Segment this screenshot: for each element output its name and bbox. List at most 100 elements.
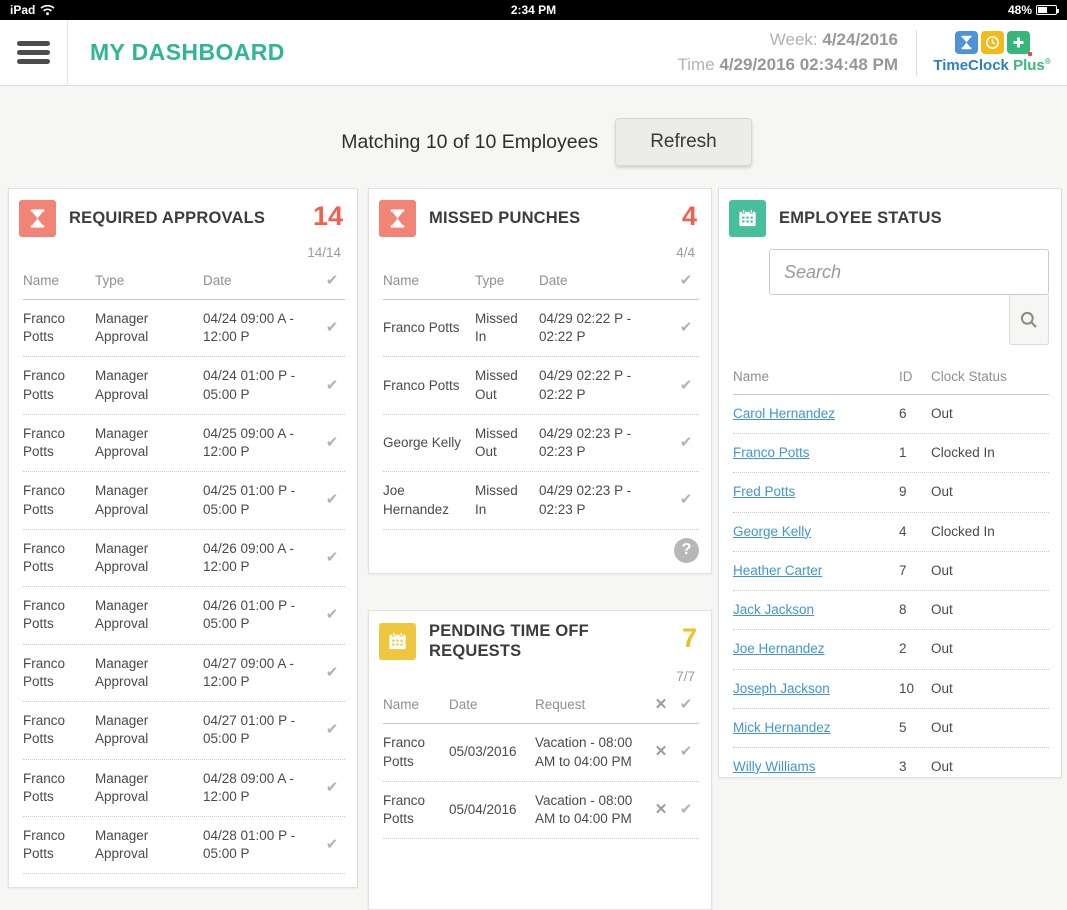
approve-icon[interactable]: ✔: [679, 376, 693, 394]
employee-name: Franco Potts: [23, 827, 66, 862]
employee-name: Franco Potts: [23, 311, 66, 345]
required-approvals-subcount: 14/14: [307, 245, 341, 260]
approve-icon[interactable]: ✔: [325, 836, 339, 854]
approve-icon[interactable]: ✔: [679, 743, 693, 761]
employee-id: 3: [899, 758, 907, 774]
approve-all-icon[interactable]: ✔: [325, 272, 339, 289]
punch-type: Missed Out: [475, 425, 518, 460]
missed-punch-row: Franco Potts Missed In 04/29 02:22 P - 0…: [383, 300, 699, 358]
employee-search-input[interactable]: [769, 249, 1049, 295]
wifi-icon: [40, 4, 55, 16]
approve-icon[interactable]: ✔: [679, 800, 693, 818]
hamburger-menu-button[interactable]: [0, 20, 68, 85]
approve-icon[interactable]: ✔: [325, 319, 339, 337]
approve-icon[interactable]: ✔: [325, 491, 339, 509]
required-approvals-list: Franco Potts Manager Approval 04/24 09:0…: [23, 300, 345, 875]
search-button[interactable]: [1009, 295, 1049, 345]
employee-name-link[interactable]: Heather Carter: [733, 562, 823, 578]
approval-date: 04/27 01:00 P - 05:00 P: [203, 713, 296, 747]
deny-all-icon[interactable]: ✕: [654, 696, 668, 714]
clock-status: Out: [931, 758, 953, 774]
approval-date: 04/27 09:00 A - 12:00 P: [203, 655, 294, 689]
employee-name: Franco Potts: [23, 483, 66, 517]
table-header: Name Type Date ✔: [383, 263, 699, 300]
approval-date: 04/25 01:00 P - 05:00 P: [203, 483, 296, 517]
logo-wordmark: TimeClock Plus®: [933, 57, 1051, 74]
ios-status-bar: 2:34 PM iPad 48%: [0, 0, 1067, 20]
approval-date: 04/25 09:00 A - 12:00 P: [203, 425, 294, 460]
approve-icon[interactable]: ✔: [679, 491, 693, 509]
approve-icon[interactable]: ✔: [325, 433, 339, 451]
employee-status-row: Heather Carter 7 Out: [733, 552, 1049, 592]
employee-status-row: Franco Potts 1 Clocked In: [733, 434, 1049, 474]
matching-employees-text: Matching 10 of 10 Employees: [341, 130, 599, 153]
approval-row: Franco Potts Manager Approval 04/27 01:0…: [23, 702, 345, 760]
time-value: 4/29/2016 02:34:48 PM: [719, 54, 898, 74]
employee-id: 7: [899, 562, 907, 578]
employee-name-link[interactable]: George Kelly: [733, 523, 812, 539]
pending-time-off-card: PENDING TIME OFF REQUESTS 7 7/7 Name Dat…: [368, 609, 712, 910]
punch-type: Missed In: [475, 311, 518, 345]
missed-punch-row: Franco Potts Missed Out 04/29 02:22 P - …: [383, 357, 699, 415]
employee-name-link[interactable]: Joe Hernandez: [733, 641, 825, 657]
missed-punches-count: 4: [681, 201, 697, 231]
refresh-button[interactable]: Refresh: [615, 118, 752, 166]
approve-icon[interactable]: ✔: [679, 319, 693, 337]
employee-name: Franco Potts: [23, 598, 66, 632]
employee-name-link[interactable]: Mick Hernandez: [733, 719, 831, 735]
employee-name-link[interactable]: Fred Potts: [733, 484, 796, 500]
battery-icon: [1036, 5, 1059, 15]
week-label: Week:: [769, 29, 818, 49]
card-title: MISSED PUNCHES: [429, 208, 581, 227]
employee-status-row: George Kelly 4 Clocked In: [733, 513, 1049, 552]
employee-name-link[interactable]: Willy Williams: [733, 758, 816, 774]
employee-name: Franco Potts: [383, 735, 426, 769]
employee-name: Franco Potts: [383, 320, 460, 336]
approve-icon[interactable]: ✔: [325, 663, 339, 681]
employee-name: George Kelly: [383, 434, 462, 450]
toolbar: Matching 10 of 10 Employees Refresh: [0, 118, 1067, 166]
clock-status: Out: [931, 406, 953, 421]
hourglass-icon: [19, 200, 56, 237]
employee-name: Franco Potts: [23, 368, 66, 402]
help-icon[interactable]: ?: [674, 537, 699, 563]
punch-date: 04/29 02:22 P - 02:22 P: [539, 368, 632, 402]
approve-all-icon[interactable]: ✔: [679, 696, 693, 714]
approve-icon[interactable]: ✔: [325, 548, 339, 566]
week-time-info: Week: 4/24/2016 Time 4/29/2016 02:34:48 …: [677, 28, 898, 77]
employee-id: 5: [899, 719, 907, 735]
approve-icon[interactable]: ✔: [325, 721, 339, 739]
employee-name-link[interactable]: Joseph Jackson: [733, 680, 830, 696]
approval-row: Franco Potts Manager Approval 04/24 01:0…: [23, 357, 345, 415]
deny-icon[interactable]: ✕: [654, 743, 668, 761]
approval-date: 04/26 09:00 A - 12:00 P: [203, 540, 294, 574]
punch-date: 04/29 02:23 P - 02:23 P: [539, 425, 632, 460]
employee-id: 9: [899, 484, 907, 500]
approval-type: Manager Approval: [95, 540, 149, 574]
approve-icon[interactable]: ✔: [325, 376, 339, 394]
deny-icon[interactable]: ✕: [654, 800, 668, 818]
employee-name-link[interactable]: Franco Potts: [733, 445, 810, 461]
employee-name: Franco Potts: [23, 540, 66, 574]
punch-type: Missed In: [475, 483, 518, 517]
approval-date: 04/28 09:00 A - 12:00 P: [203, 770, 294, 804]
clock-status: Out: [931, 719, 953, 735]
approve-icon[interactable]: ✔: [325, 778, 339, 796]
approve-all-icon[interactable]: ✔: [679, 272, 693, 289]
employee-name-link[interactable]: Carol Hernandez: [733, 406, 836, 421]
employee-name: Franco Potts: [23, 770, 66, 804]
approve-icon[interactable]: ✔: [325, 606, 339, 624]
pending-time-off-subcount: 7/7: [676, 669, 695, 685]
card-title: EMPLOYEE STATUS: [779, 208, 942, 227]
approval-date: 04/24 09:00 A - 12:00 P: [203, 311, 294, 345]
request-date: 05/03/2016: [449, 744, 517, 760]
table-header: Name ID Clock Status: [733, 361, 1049, 395]
approve-icon[interactable]: ✔: [679, 433, 693, 451]
approval-row: Franco Potts Manager Approval 04/28 01:0…: [23, 817, 345, 875]
employee-name: Franco Potts: [383, 792, 426, 826]
employee-id: 6: [899, 406, 907, 421]
request-date: 05/04/2016: [449, 801, 517, 817]
timeclock-plus-logo: TimeClock Plus®: [917, 31, 1067, 74]
employee-name-link[interactable]: Jack Jackson: [733, 602, 815, 618]
logo-hourglass-icon: [954, 31, 978, 54]
